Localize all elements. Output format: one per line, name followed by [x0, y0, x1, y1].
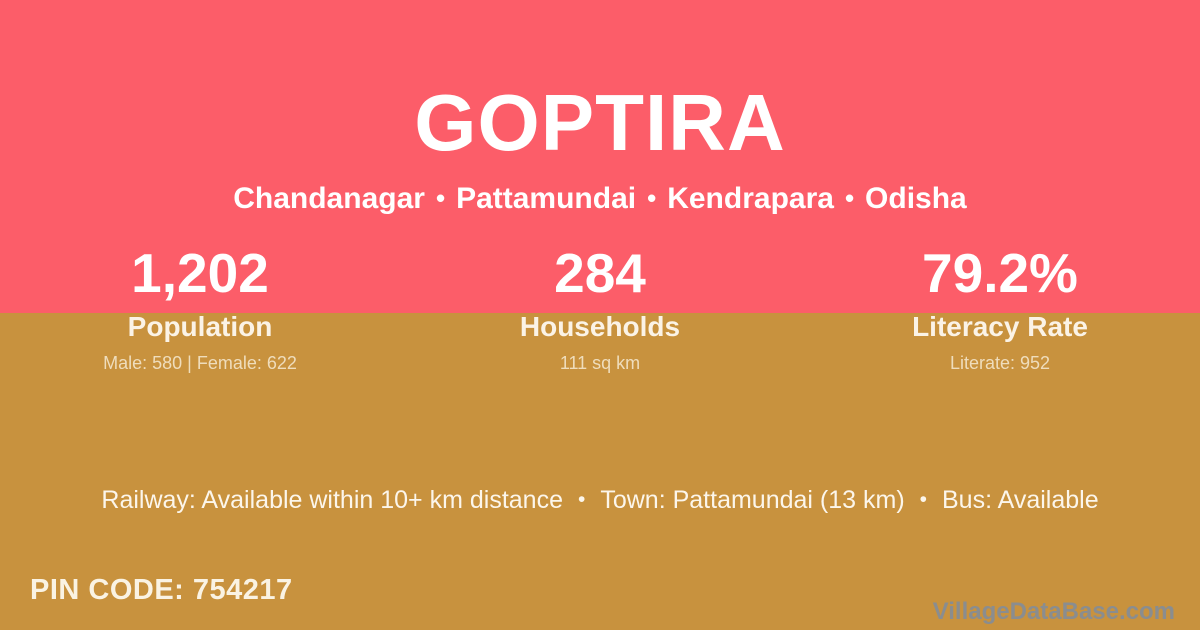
- pin-code: PIN CODE: 754217: [30, 576, 293, 605]
- population-value: 1,202: [131, 242, 269, 304]
- literacy-label: Literacy Rate: [912, 311, 1088, 342]
- watermark-brand: VillageDataBase.com: [932, 598, 1175, 625]
- header-section: [0, 0, 1200, 313]
- literacy-value: 79.2%: [922, 242, 1078, 304]
- village-name-title: GOPTIRA: [414, 78, 786, 167]
- pin-code-label: PIN CODE:: [30, 574, 185, 606]
- stat-households: 284 Households 111 sq km: [400, 242, 800, 373]
- bullet-separator-icon: •: [647, 183, 657, 213]
- pin-code-value: 754217: [192, 574, 293, 606]
- stat-literacy: 79.2% Literacy Rate Literate: 952: [800, 242, 1200, 373]
- literacy-detail: Literate: 952: [949, 353, 1051, 373]
- bullet-separator-icon: •: [919, 488, 927, 511]
- population-detail: Male: 580 | Female: 622: [103, 353, 297, 373]
- bullet-separator-icon: •: [844, 183, 855, 213]
- stats-row: 1,202 Population Male: 580 | Female: 622…: [0, 242, 1200, 373]
- region-part-block: Pattamundai: [456, 182, 637, 215]
- households-label: Households: [519, 311, 681, 342]
- stat-population: 1,202 Population Male: 580 | Female: 622: [0, 242, 400, 373]
- region-part-village: Chandanagar: [233, 182, 425, 215]
- town-info: Town: Pattamundai (13 km): [600, 486, 905, 514]
- households-value: 284: [554, 242, 646, 304]
- households-detail: 111 sq km: [559, 353, 641, 373]
- population-label: Population: [127, 311, 273, 342]
- bullet-separator-icon: •: [577, 488, 586, 511]
- breadcrumb-region: Chandanagar • Pattamundai • Kendrapara • Odish…: [0, 184, 1200, 214]
- railway-info: Railway: Available within 10+ km distanc…: [101, 486, 563, 514]
- amenities-line: Railway: Available within 10+ km distanc…: [0, 484, 1200, 516]
- bullet-separator-icon: •: [435, 183, 446, 213]
- region-part-district: Kendrapara: [667, 182, 834, 215]
- region-part-state: Odisha: [865, 182, 967, 215]
- bus-info: Bus: Available: [942, 486, 1099, 514]
